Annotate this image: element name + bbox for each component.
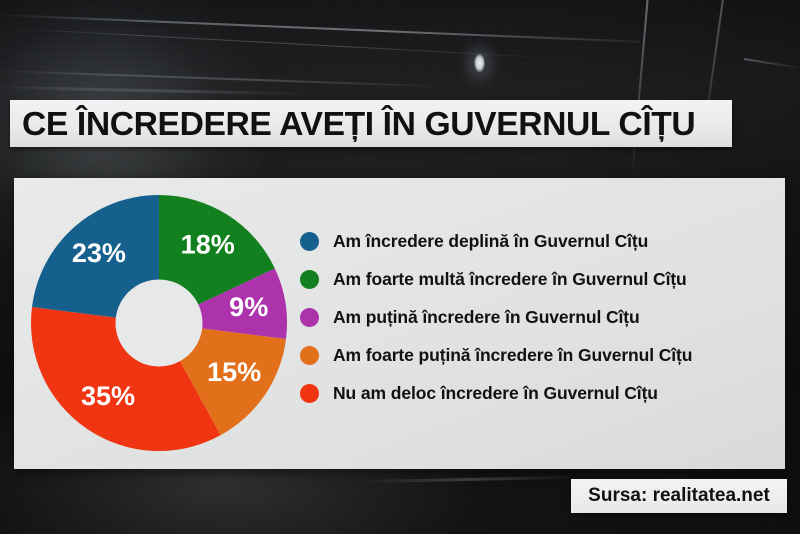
legend-item[interactable]: Am încredere deplină în Guvernul Cîțu bbox=[300, 222, 770, 260]
donut-slice-label: 23% bbox=[72, 238, 126, 268]
donut-slice bbox=[30, 306, 221, 451]
donut-slice bbox=[32, 195, 159, 323]
source-badge: Sursa: realitatea.net bbox=[571, 479, 787, 513]
legend-item-label: Am puțină încredere în Guvernul Cîțu bbox=[333, 306, 640, 327]
donut-slice-label: 9% bbox=[229, 292, 268, 322]
legend-item-label: Nu am deloc încredere în Guvernul Cîțu bbox=[333, 382, 658, 403]
legend-item[interactable]: Am foarte multă încredere în Guvernul Cî… bbox=[300, 260, 770, 298]
legend-item[interactable]: Am foarte puțină încredere în Guvernul C… bbox=[300, 336, 770, 374]
legend-color-swatch-icon bbox=[300, 307, 319, 327]
legend-color-swatch-icon bbox=[300, 383, 319, 403]
legend-color-swatch-icon bbox=[300, 269, 319, 289]
legend-item[interactable]: Nu am deloc încredere în Guvernul Cîțu bbox=[300, 374, 770, 412]
donut-slice-label: 18% bbox=[181, 229, 235, 259]
legend-item[interactable]: Am puțină încredere în Guvernul Cîțu bbox=[300, 298, 770, 336]
donut-slice-label: 15% bbox=[207, 357, 261, 387]
headline-banner: CE ÎNCREDERE AVEȚI ÎN GUVERNUL CÎȚU bbox=[10, 100, 732, 147]
source-label: Sursa: realitatea.net bbox=[588, 485, 770, 506]
legend-item-label: Am foarte multă încredere în Guvernul Cî… bbox=[333, 268, 687, 289]
donut-chart-svg: 18% 9% 15% 35% 23% bbox=[30, 195, 287, 451]
legend-item-label: Am încredere deplină în Guvernul Cîțu bbox=[333, 230, 649, 251]
chart-legend: Am încredere deplină în Guvernul Cîțu Am … bbox=[300, 222, 770, 412]
page-title: CE ÎNCREDERE AVEȚI ÎN GUVERNUL CÎȚU bbox=[22, 104, 696, 142]
legend-item-label: Am foarte puțină încredere în Guvernul C… bbox=[333, 344, 693, 365]
donut-center-hole bbox=[115, 279, 203, 367]
legend-color-swatch-icon bbox=[300, 345, 319, 365]
donut-label-group: 18% 9% 15% 35% 23% bbox=[72, 229, 268, 411]
legend-color-swatch-icon bbox=[300, 231, 319, 251]
chart-card: 18% 9% 15% 35% 23% Am încredere deplină în G… bbox=[14, 178, 785, 469]
donut-chart: 18% 9% 15% 35% 23% bbox=[30, 194, 288, 452]
donut-slice-label: 35% bbox=[81, 381, 135, 411]
